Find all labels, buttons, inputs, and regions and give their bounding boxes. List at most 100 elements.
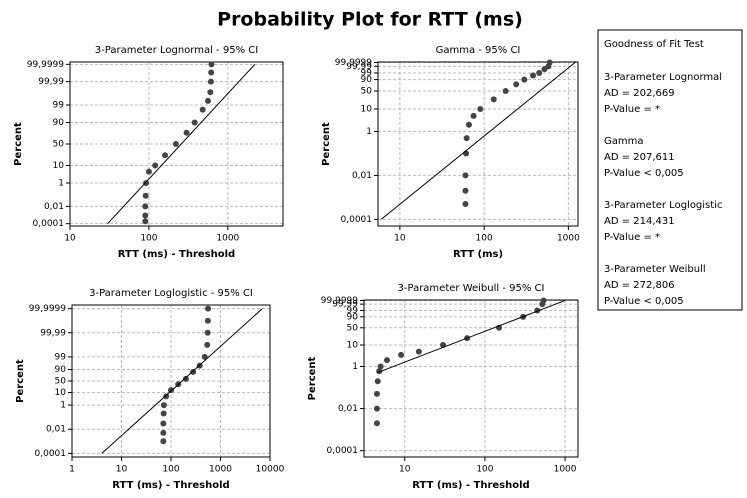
data-point — [142, 203, 149, 210]
data-point — [199, 106, 206, 113]
data-point — [160, 420, 167, 427]
x-tick-label: 1000 — [216, 234, 239, 244]
y-tick-label: 50 — [53, 140, 65, 150]
data-point — [462, 172, 469, 179]
data-point — [204, 317, 211, 324]
y-tick-label: 0,0001 — [33, 219, 65, 229]
data-point — [513, 81, 520, 88]
data-point — [204, 97, 211, 104]
plot-frame — [69, 61, 284, 227]
plot-area — [378, 62, 578, 226]
y-tick-label: 1 — [58, 178, 64, 188]
data-point — [191, 119, 198, 126]
data-point — [490, 96, 497, 103]
data-point — [205, 305, 212, 312]
data-point — [168, 387, 174, 394]
data-point — [529, 72, 536, 79]
y-tick-label: 99,99 — [38, 77, 64, 87]
data-point — [521, 76, 528, 83]
data-point — [204, 341, 211, 348]
data-point — [172, 141, 179, 147]
y-tick-label: 50 — [347, 323, 359, 333]
fit-line — [376, 299, 566, 374]
y-tick-label: 99 — [53, 101, 65, 111]
data-point — [207, 89, 214, 96]
data-point — [465, 121, 472, 128]
x-tick-label: 1 — [69, 465, 75, 475]
gof-p: P-Value < 0,005 — [604, 168, 684, 179]
y-tick-label: 10 — [347, 340, 359, 350]
fit-line — [101, 308, 263, 454]
x-axis-label: RTT (ms) — [453, 249, 503, 260]
data-point — [398, 351, 405, 358]
data-point — [143, 179, 150, 186]
gof-ad: AD = 202,669 — [604, 88, 675, 99]
gof-name: 3-Parameter Lognormal — [604, 72, 722, 83]
y-tick-label: 0,0001 — [35, 449, 67, 459]
y-axis-label: Percent — [321, 122, 332, 166]
gof-name: 3-Parameter Loglogistic — [604, 200, 722, 211]
y-tick-label: 0,01 — [338, 404, 358, 414]
data-point — [540, 297, 547, 304]
x-tick-label: 10000 — [256, 465, 285, 475]
y-tick-label: 99,99 — [40, 328, 66, 338]
y-tick-label: 99,9999 — [29, 304, 66, 314]
plot-frame — [71, 304, 271, 458]
gof-box — [597, 29, 743, 311]
data-point — [383, 357, 390, 364]
x-axis-label: RTT (ms) - Threshold — [412, 480, 529, 491]
data-point — [374, 378, 381, 385]
y-tick-label: 99,9999 — [335, 58, 372, 68]
data-point — [145, 168, 152, 175]
y-tick-label: 99 — [347, 306, 359, 316]
gof-ad: AD = 214,431 — [604, 216, 675, 227]
data-point — [377, 363, 384, 370]
data-point — [142, 192, 149, 199]
data-point — [163, 393, 170, 400]
y-tick-label: 1 — [352, 362, 358, 372]
x-tick-label: 10 — [399, 465, 411, 475]
gof-ad: AD = 207,611 — [604, 152, 675, 163]
x-tick-label: 100 — [476, 465, 493, 475]
data-point — [160, 410, 167, 417]
data-point — [477, 106, 484, 113]
x-tick-label: 10 — [116, 465, 128, 475]
x-tick-label: 1000 — [554, 465, 577, 475]
data-point — [373, 420, 380, 427]
y-tick-label: 0,01 — [352, 171, 372, 181]
y-tick-label: 99,99 — [346, 62, 372, 72]
x-tick-label: 10 — [64, 234, 76, 244]
y-tick-label: 50 — [55, 377, 67, 387]
panel-title: 3-Parameter Lognormal - 95% CI — [95, 45, 258, 56]
x-tick-label: 100 — [162, 465, 179, 475]
data-point — [142, 212, 149, 219]
data-point — [152, 162, 159, 169]
data-point — [160, 429, 167, 436]
data-point — [190, 368, 197, 375]
gof-name: Gamma — [604, 136, 644, 147]
y-tick-label: 90 — [55, 365, 67, 375]
y-tick-label: 99,9999 — [27, 60, 64, 70]
x-tick-label: 100 — [476, 234, 493, 244]
y-tick-label: 0,01 — [46, 425, 66, 435]
data-point — [462, 187, 469, 194]
plot-frame — [377, 61, 579, 227]
data-point — [546, 59, 553, 66]
y-axis-label: Percent — [13, 122, 24, 166]
x-axis-label: RTT (ms) - Threshold — [118, 249, 235, 260]
data-point — [162, 152, 169, 159]
data-point — [463, 150, 470, 157]
plot-area — [364, 300, 578, 457]
y-tick-label: 99 — [55, 352, 67, 362]
data-point — [207, 78, 214, 85]
panel-title: Gamma - 95% CI — [436, 45, 521, 56]
x-tick-label: 1000 — [209, 465, 232, 475]
gof-name: 3-Parameter Weibull — [604, 264, 706, 275]
gof-p: P-Value < 0,005 — [604, 296, 684, 307]
gof-title: Goodness of Fit Test — [604, 39, 704, 50]
page-title: Probability Plot for RTT (ms) — [217, 9, 523, 31]
data-point — [373, 390, 380, 397]
data-point — [415, 348, 422, 355]
fit-line — [380, 62, 576, 220]
y-axis-label: Percent — [307, 356, 318, 400]
